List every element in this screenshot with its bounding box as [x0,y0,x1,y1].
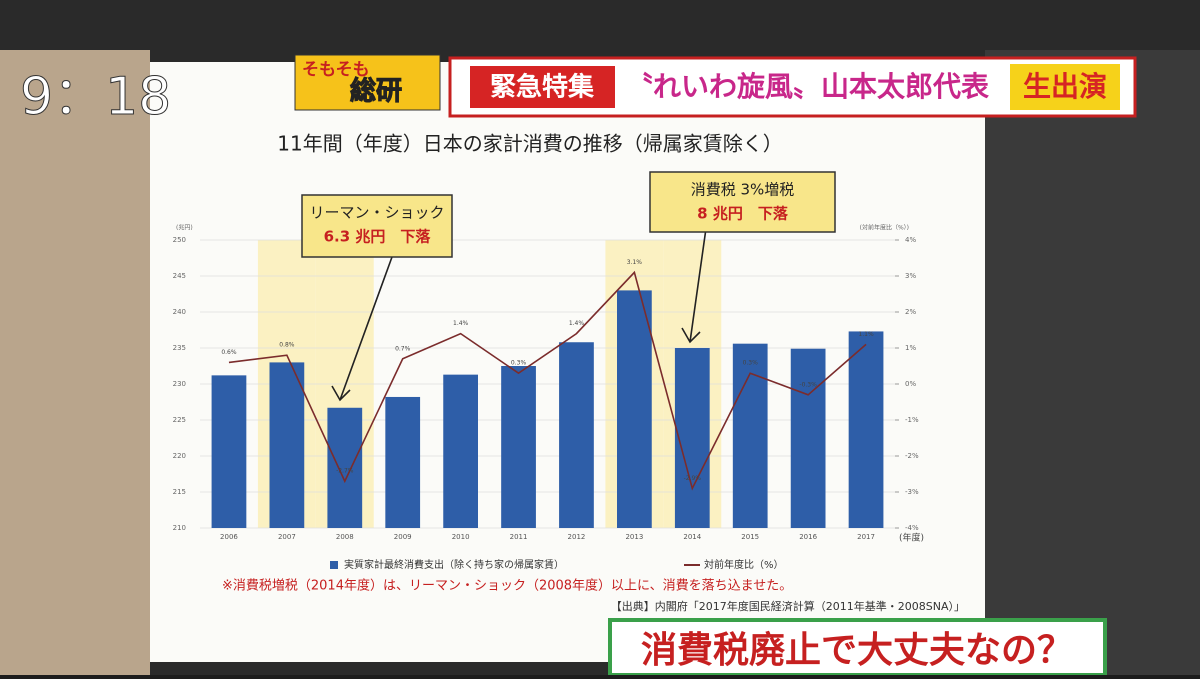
data-label: 0.8% [279,342,295,349]
x-tick-label: 2013 [625,533,643,541]
studio-right [985,50,1200,675]
annotation-title: リーマン・ショック [309,204,444,222]
banner-end-box [1010,64,1120,110]
y2-tick-label: 0% [905,380,916,388]
y2-tick-label: -1% [905,416,919,424]
y-tick-label: 235 [173,344,186,352]
data-label: 1.4% [569,320,585,327]
chart: 11年間（年度）日本の家計消費の推移（帰属家賃除く） 210 215 220 225 23… [173,132,965,614]
chart-title: 11年間（年度）日本の家計消費の推移（帰属家賃除く） [277,132,782,156]
y-tick-label: 240 [173,308,186,316]
data-label: -0.3% [799,381,817,388]
legend-label: 実質家計最終消費支出（除く持ち家の帰属家賃） [344,558,564,571]
y2-tick-label: 3% [905,272,916,280]
data-label: 0.6% [221,349,237,356]
data-label: -2.9% [684,475,702,482]
y-tick-label: 210 [173,524,186,532]
logo-box [294,54,441,111]
annotation-title: 消費税 3%増税 [691,181,795,199]
x-tick-label: 2012 [568,533,586,541]
banner-tag: 緊急特集 [490,72,595,103]
annotation-box [301,194,453,258]
x-tick-label: 2007 [278,533,296,541]
x-tick-label: 2016 [799,533,817,541]
bar [674,348,710,528]
y2-tick-label: 2% [905,308,916,316]
banner-main: 〝れいわ旋風〟山本太郎代表 [625,70,989,103]
bar [559,342,594,528]
x-tick-label: 2011 [510,533,528,541]
y-tick-label: 245 [173,272,186,280]
data-label: 3.1% [627,259,643,266]
y2-tick-label: -2% [905,452,919,460]
data-label: 0.3% [743,360,759,367]
annotation-arrowhead [331,385,351,402]
bar [443,374,478,528]
bar [501,366,536,528]
bar [269,362,305,528]
annotation-arrow [689,231,707,343]
banner-end: 生出演 [1023,70,1107,103]
legend-swatch [330,561,338,569]
bar [211,375,247,528]
x-tick-label: 2015 [741,533,759,541]
x-tick-label: 2009 [394,533,412,541]
x-tick-label: 2017 [857,533,875,541]
y2-tick-label: 4% [905,236,916,244]
bar [617,290,652,528]
studio-left [0,50,150,675]
banner-tag-box [470,66,615,108]
annotation-box [649,171,836,233]
annotation-arrow [339,256,393,401]
logo-top: そもそも [302,60,370,80]
clock: 9：18 [20,67,171,127]
line [228,270,867,491]
caption-box [608,618,1107,677]
y-tick-label: 215 [173,488,186,496]
bottom-caption: 消費税廃止で大丈夫なの？ [641,630,1073,671]
y-axis-label: (兆円) [176,224,193,232]
x-tick-label: 2014 [683,533,701,541]
data-label: 0.3% [511,360,527,367]
bar [327,407,363,528]
annotation-arrowhead [681,327,701,344]
annotation-text: 8 兆円 下落 [697,205,789,223]
y2-tick-label: -3% [905,488,919,496]
x-axis-label: (年度) [899,532,924,544]
y-tick-label: 220 [173,452,186,460]
y2-axis-label: (対前年度比（%）) [860,224,909,232]
x-tick-label: 2010 [452,533,470,541]
y-tick-label: 225 [173,416,186,424]
y2-tick-label: 1% [905,344,916,352]
legend-label: 対前年度比（%） [704,558,784,571]
data-label: 0.7% [395,345,411,352]
x-tick-label: 2008 [336,533,354,541]
note: ※消費税増税（2014年度）は、リーマン・ショック（2008年度）以上に、消費を… [222,578,792,594]
bar [790,348,826,528]
data-label: -2.7% [336,468,354,475]
data-label: 1.1% [858,331,874,338]
y-tick-label: 230 [173,380,186,388]
x-tick-label: 2006 [220,533,238,541]
source: 【出典】内閣府「2017年度国民経済計算（2011年基準・2008SNA）」 [611,599,965,613]
annotation-text: 6.3 兆円 下落 [324,228,432,246]
y2-tick-label: -4% [905,524,919,532]
logo-main: 総研 [350,76,402,107]
y-tick-label: 250 [173,236,186,244]
bar [385,396,421,528]
bar [732,343,768,528]
data-label: 1.4% [453,320,469,327]
bar [848,331,884,528]
